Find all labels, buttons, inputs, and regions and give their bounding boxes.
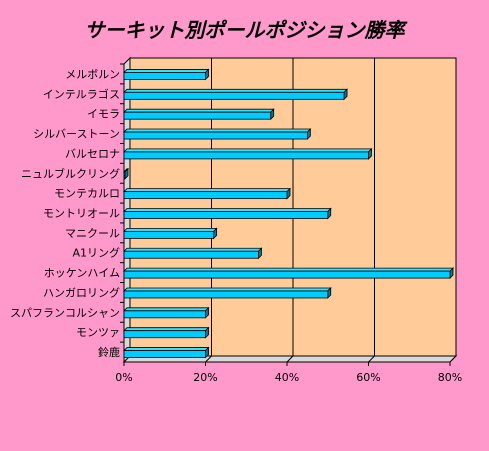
bar [123,171,126,180]
category-label: スパフランコルシャン [10,306,120,319]
bar [123,350,206,358]
category-label: メルボルン [65,68,120,81]
bar-top [123,267,454,272]
bar [123,111,272,120]
x-tick-label: 40% [275,371,299,384]
x-tick-label: 60% [356,371,380,384]
bar [123,310,206,319]
category-label: 鈴鹿 [98,345,120,359]
bar [123,191,288,200]
category-label: A1リング [72,246,120,260]
gridline-floor [368,355,375,363]
bar [123,91,345,100]
x-tick-label: 0% [115,371,132,384]
category-label: モンツァ [76,326,120,339]
category-label: バルセロナ [65,147,120,160]
category-label: マニクール [65,227,120,240]
gridline-floor [449,355,457,363]
category-label: ホッケンハイム [44,267,120,280]
bar [123,72,206,80]
bar-top [123,148,373,153]
bar [123,151,369,160]
x-tick-label: 80% [438,371,462,384]
gridline-floor [205,355,212,363]
bar-top [123,327,210,332]
bar [123,131,308,140]
bar [123,290,329,299]
bar-top [123,227,218,232]
bar-top [123,128,312,133]
bar-top [123,108,275,113]
bar-top [123,208,332,212]
bar [123,230,215,239]
category-label: イモラ [87,108,120,121]
category-label: モンテカルロ [54,187,120,200]
bar-top [123,188,291,193]
category-label: ニュルブルクリング [21,166,120,180]
bar [123,330,206,339]
category-label: ハンガロリング [43,285,120,299]
bar [123,250,259,259]
bar [123,270,451,279]
category-label: インテルラゴス [43,87,120,101]
bar-top [123,287,332,292]
category-label: シルバーストーン [33,128,120,141]
gridline-floor [286,355,294,363]
bar-top [123,69,210,73]
x-tick-label: 20% [193,371,217,384]
chart-title: サーキット別ポールポジション勝率 [84,18,405,42]
bar-top [123,247,263,252]
bar-top [123,307,210,312]
bar-top [123,88,349,93]
bar [123,211,329,219]
bar-top [123,347,210,351]
category-label: モントリオール [43,207,120,220]
